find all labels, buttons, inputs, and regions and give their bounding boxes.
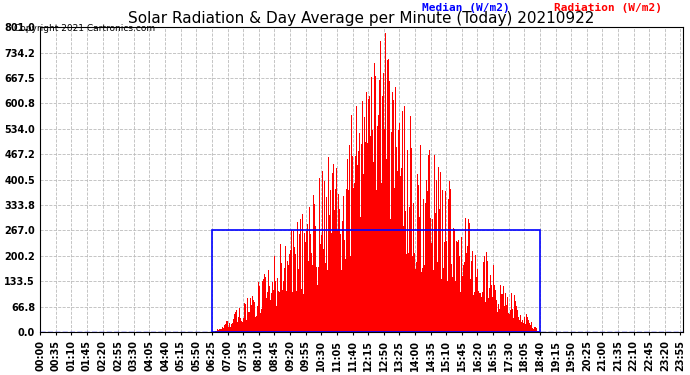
Title: Solar Radiation & Day Average per Minute (Today) 20210922: Solar Radiation & Day Average per Minute… bbox=[128, 11, 594, 26]
Text: Median (W/m2): Median (W/m2) bbox=[422, 3, 510, 13]
Text: Radiation (W/m2): Radiation (W/m2) bbox=[554, 3, 662, 13]
Bar bbox=[212, 231, 540, 332]
Text: Copyright 2021 Cartronics.com: Copyright 2021 Cartronics.com bbox=[14, 24, 155, 33]
